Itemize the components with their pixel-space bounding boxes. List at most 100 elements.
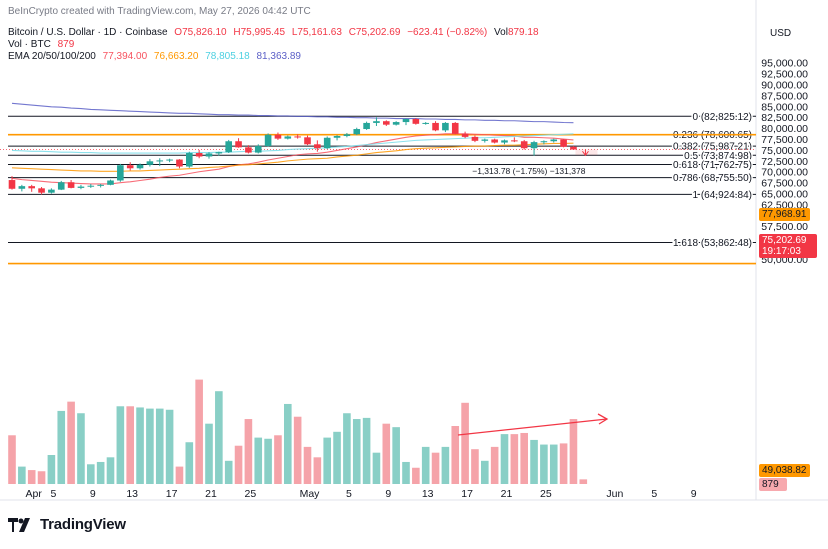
candle-body — [77, 186, 85, 188]
volume-bar — [205, 423, 213, 484]
x-tick-label: 21 — [501, 488, 513, 500]
volume-bar — [47, 455, 56, 484]
hline-badge: 49,038.82 — [759, 464, 810, 477]
header-line-3: Vol · BTC 879 — [8, 39, 78, 50]
candle-body — [97, 184, 104, 186]
candle-body — [48, 189, 55, 193]
volume-bar — [323, 437, 331, 484]
volume-bar — [284, 403, 292, 484]
volume-bar — [224, 460, 233, 484]
x-tick-label: 17 — [461, 488, 473, 500]
volume-bar — [175, 466, 184, 484]
candle-body — [560, 139, 567, 147]
candle — [540, 140, 548, 145]
fib-level-label: 0.618 (71,762.75) — [673, 160, 752, 171]
candle — [461, 131, 469, 139]
candle — [87, 183, 95, 188]
candle-body — [343, 134, 351, 137]
volume-bar — [549, 444, 558, 484]
volume-bar — [293, 416, 302, 484]
y-tick-label: 72,500.00 — [761, 156, 808, 168]
volume-bar — [510, 434, 519, 484]
candle — [245, 145, 252, 154]
volume-bar — [362, 417, 371, 484]
candle — [284, 135, 292, 140]
candle — [215, 151, 223, 156]
candle-body — [471, 136, 479, 141]
candle — [205, 152, 213, 159]
volume-bar — [67, 401, 75, 484]
volume-bar — [146, 408, 154, 484]
volume-bar — [490, 446, 499, 484]
candle-body — [186, 153, 193, 167]
candle-body — [67, 182, 75, 188]
candle-body — [353, 129, 361, 135]
volume-bar — [303, 446, 312, 484]
y-tick-label: 92,500.00 — [761, 69, 808, 81]
candle — [314, 140, 321, 152]
fib-level-label: 0.382 (75,987.21) — [673, 142, 752, 153]
volume-bar — [57, 410, 66, 484]
candle-body — [412, 119, 420, 124]
ema-line-ema20 — [11, 133, 574, 185]
volume-trend-arrow — [457, 418, 608, 436]
ema20-value: 77,394.00 — [102, 51, 148, 62]
candle-body — [126, 165, 134, 169]
x-tick-label: 25 — [540, 488, 552, 500]
symbol-label[interactable]: Bitcoin / U.S. Dollar · 1D · Coinbase — [8, 27, 168, 38]
volume-bar — [471, 449, 479, 484]
candle — [343, 132, 351, 138]
x-tick-label: 25 — [245, 488, 257, 500]
candle — [38, 187, 45, 195]
volume-badge: 879 — [759, 478, 787, 491]
volume-bar — [313, 457, 322, 484]
last-price-value: 75,202.69 — [762, 235, 807, 246]
volume-bar — [136, 407, 144, 484]
volume-bar — [333, 431, 341, 484]
ohlc-change: −623.41 (−0.82%) — [407, 27, 488, 38]
y-tick-label: 82,500.00 — [761, 112, 808, 124]
candle — [264, 133, 272, 147]
candle-body — [304, 137, 311, 145]
candle-body — [254, 146, 262, 153]
candle-body — [107, 180, 114, 185]
ohlc-high: H75,995.45 — [233, 27, 286, 38]
bar-countdown: 19:17:03 — [762, 246, 801, 257]
vol-btc-label[interactable]: Vol · BTC — [8, 39, 51, 50]
candle — [451, 122, 459, 135]
candle — [48, 188, 55, 194]
candle — [294, 134, 301, 139]
candle — [471, 135, 479, 143]
volume-bar — [185, 442, 194, 484]
candle-body — [8, 180, 16, 189]
tradingview-logo[interactable]: TradingView — [8, 516, 126, 533]
volume-bar — [254, 437, 263, 484]
vol-value: 879.18 — [507, 27, 539, 38]
candle-body — [57, 182, 65, 190]
x-tick-label: Apr — [26, 488, 43, 500]
volume-bar — [343, 413, 351, 484]
candle — [570, 146, 577, 150]
candle-body — [373, 121, 380, 123]
x-tick-label: 13 — [422, 488, 434, 500]
y-tick-label: 65,000.00 — [761, 189, 808, 201]
x-tick-label: 17 — [166, 488, 178, 500]
volume-bar — [96, 461, 105, 484]
volume-bar — [392, 427, 400, 484]
candle — [235, 138, 242, 148]
volume-bar — [8, 435, 16, 484]
candle — [77, 184, 85, 190]
x-tick-label: Jun — [606, 488, 623, 500]
ema200-badge: 77,968.91 — [759, 208, 810, 221]
candle — [422, 122, 429, 125]
candle — [304, 135, 311, 146]
candle — [274, 132, 282, 140]
ema-line-ema200 — [11, 102, 574, 124]
candle-body — [501, 140, 508, 143]
candle-body — [195, 153, 203, 157]
volume-bar — [412, 467, 420, 484]
candle-body — [550, 139, 558, 142]
candle-body — [422, 122, 429, 124]
ema-label[interactable]: EMA 20/50/100/200 — [8, 51, 96, 62]
